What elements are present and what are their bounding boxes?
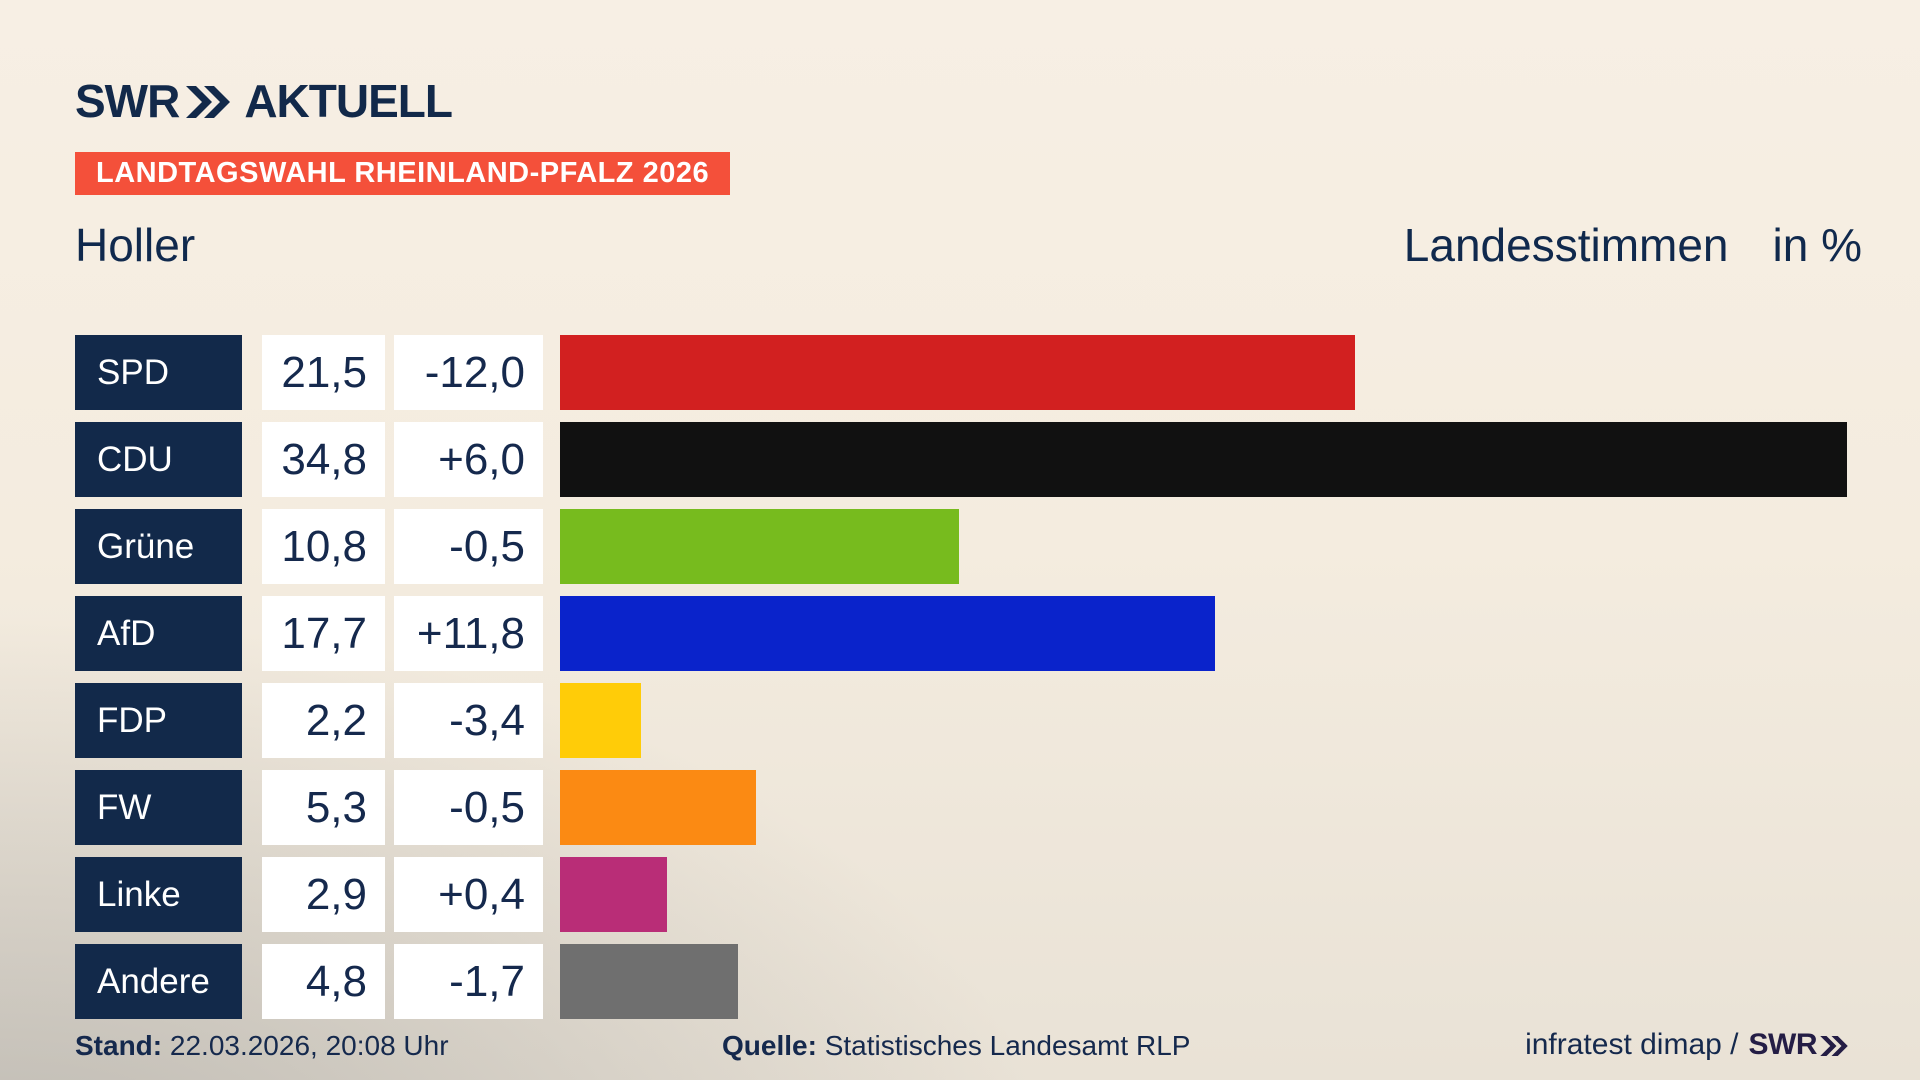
party-label-cell: FW <box>75 770 242 845</box>
bar-track <box>560 422 1880 497</box>
party-name: Linke <box>97 874 181 914</box>
table-row: SPD 21,5 -12,0 <box>75 335 1880 410</box>
party-label-cell: AfD <box>75 596 242 671</box>
table-row: AfD 17,7 +11,8 <box>75 596 1880 671</box>
credit-text: infratest dimap / <box>1525 1028 1739 1061</box>
bar-track <box>560 509 1880 584</box>
source-value: Statistisches Landesamt RLP <box>816 1030 1191 1061</box>
party-label-cell: SPD <box>75 335 242 410</box>
party-change-cell: -0,5 <box>394 770 543 845</box>
table-row: CDU 34,8 +6,0 <box>75 422 1880 497</box>
party-change-cell: +0,4 <box>394 857 543 932</box>
page-title: Holler <box>75 219 196 271</box>
bar-track <box>560 770 1880 845</box>
party-change-cell: -3,4 <box>394 683 543 758</box>
party-label-cell: FDP <box>75 683 242 758</box>
party-label-cell: Linke <box>75 857 242 932</box>
result-bar <box>560 770 756 845</box>
party-change-cell: -0,5 <box>394 509 543 584</box>
table-row: Grüne 10,8 -0,5 <box>75 509 1880 584</box>
party-name: SPD <box>97 352 169 392</box>
party-label-cell: Andere <box>75 944 242 1019</box>
party-change-cell: +6,0 <box>394 422 543 497</box>
bar-track <box>560 857 1880 932</box>
unit-label: in % <box>1772 219 1862 271</box>
swr-footer-chevrons-icon <box>1820 1036 1848 1056</box>
table-row: Andere 4,8 -1,7 <box>75 944 1880 1019</box>
result-bar <box>560 683 642 758</box>
party-name: Andere <box>97 961 210 1001</box>
result-bar <box>560 857 668 932</box>
vote-type-label: Landesstimmen <box>1403 219 1729 271</box>
footer-stand: Stand: 22.03.2026, 20:08 Uhr <box>75 1030 449 1062</box>
result-bar <box>560 509 960 584</box>
party-label-cell: CDU <box>75 422 242 497</box>
party-value-cell: 17,7 <box>262 596 385 671</box>
footer-source: Quelle: Statistisches Landesamt RLP <box>722 1030 1190 1062</box>
party-name: AfD <box>97 613 156 653</box>
footer: Stand: 22.03.2026, 20:08 Uhr Quelle: Sta… <box>0 1028 1920 1070</box>
aktuell-logo-text: AKTUELL <box>244 75 453 127</box>
election-banner: LANDTAGSWAHL RHEINLAND-PFALZ 2026 <box>75 152 731 195</box>
party-value-cell: 21,5 <box>262 335 385 410</box>
result-bar <box>560 944 738 1019</box>
party-change-cell: +11,8 <box>394 596 543 671</box>
bar-track <box>560 944 1880 1019</box>
swr-logo-text: SWR <box>75 75 180 127</box>
source-label: Quelle: <box>722 1030 817 1061</box>
bar-track <box>560 683 1880 758</box>
swr-aktuell-logo: SWR AKTUELL <box>75 74 453 128</box>
footer-credit: infratest dimap / SWR <box>1525 1028 1848 1062</box>
party-name: FW <box>97 787 152 827</box>
result-bar <box>560 335 1355 410</box>
party-value-cell: 4,8 <box>262 944 385 1019</box>
swr-footer-logo-text: SWR <box>1748 1028 1818 1061</box>
table-row: Linke 2,9 +0,4 <box>75 857 1880 932</box>
table-row: FW 5,3 -0,5 <box>75 770 1880 845</box>
bar-track <box>560 335 1880 410</box>
party-value-cell: 10,8 <box>262 509 385 584</box>
party-value-cell: 2,9 <box>262 857 385 932</box>
result-bar <box>560 422 1847 497</box>
table-row: FDP 2,2 -3,4 <box>75 683 1880 758</box>
stand-value: 22.03.2026, 20:08 Uhr <box>162 1030 449 1061</box>
party-label-cell: Grüne <box>75 509 242 584</box>
swr-logo-chevrons-icon <box>186 86 231 118</box>
result-bar <box>560 596 1215 671</box>
party-name: FDP <box>97 700 167 740</box>
party-value-cell: 34,8 <box>262 422 385 497</box>
stand-label: Stand: <box>75 1030 163 1061</box>
bar-track <box>560 596 1880 671</box>
party-change-cell: -12,0 <box>394 335 543 410</box>
party-value-cell: 2,2 <box>262 683 385 758</box>
results-table: SPD 21,5 -12,0 CDU 34,8 +6,0 Grüne 10,8 … <box>75 335 1880 1031</box>
party-value-cell: 5,3 <box>262 770 385 845</box>
party-change-cell: -1,7 <box>394 944 543 1019</box>
party-name: CDU <box>97 439 173 479</box>
party-name: Grüne <box>97 526 195 566</box>
swr-footer-logo: SWR <box>1749 1028 1849 1062</box>
vote-type-header: Landesstimmen in % <box>1404 218 1862 272</box>
